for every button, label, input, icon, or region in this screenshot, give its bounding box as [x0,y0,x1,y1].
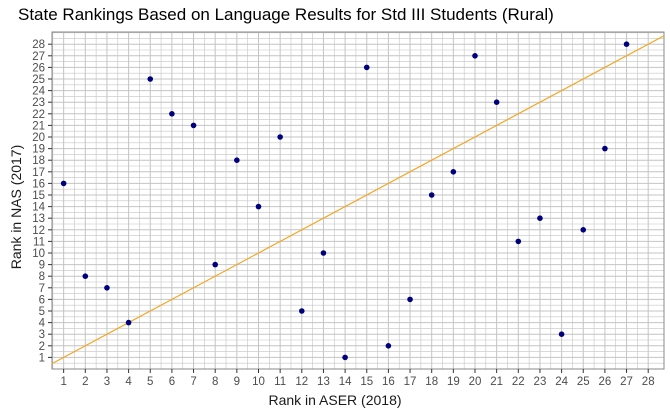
data-point [320,250,327,256]
x-tick-label: 8 [212,376,218,388]
y-tick-label: 7 [39,283,45,295]
x-tick-label: 6 [169,376,175,388]
y-tick-label: 19 [32,144,45,156]
y-tick-label: 21 [32,120,45,132]
x-tick-label: 7 [190,376,196,388]
x-tick-label: 22 [512,376,525,388]
data-point [60,180,67,187]
y-tick-label: 4 [39,318,46,330]
data-point [493,99,500,105]
x-tick-label: 28 [642,376,655,388]
y-tick-label: 22 [32,109,45,121]
y-tick-label: 2 [39,341,45,353]
chart-title: State Rankings Based on Language Results… [18,5,554,24]
grid-lines [52,32,664,370]
y-tick-label: 17 [32,167,45,179]
data-point [363,64,370,71]
x-tick-label: 12 [295,376,308,388]
y-tick-label: 18 [32,155,45,167]
x-tick-label: 3 [104,376,110,388]
data-point [255,203,262,210]
y-axis-ticks: 1234567891011121314151617181920212223242… [32,39,52,364]
x-tick-label: 10 [252,376,265,388]
y-tick-label: 24 [32,86,45,98]
data-point [299,308,305,314]
data-point [190,122,197,129]
y-tick-label: 14 [32,202,45,214]
data-point [602,145,608,152]
data-point [125,319,132,326]
data-point [385,343,392,349]
y-tick-label: 9 [39,260,45,272]
x-tick-label: 24 [555,376,568,388]
data-point [234,157,240,163]
x-tick-label: 27 [620,376,633,388]
x-tick-label: 11 [274,376,286,388]
data-point [515,238,522,245]
data-point [169,111,175,117]
data-point [472,53,478,59]
x-tick-label: 25 [577,376,590,388]
x-tick-label: 9 [234,376,240,388]
data-point [82,273,89,280]
x-tick-label: 18 [425,376,438,388]
y-tick-label: 10 [32,248,45,260]
x-tick-label: 23 [534,376,547,388]
x-tick-label: 14 [339,376,352,388]
y-tick-label: 27 [32,51,45,63]
data-point [212,261,218,268]
data-point [342,354,348,361]
y-tick-label: 1 [39,352,45,364]
y-tick-label: 16 [32,178,45,190]
x-tick-label: 4 [125,376,132,388]
y-tick-label: 11 [33,236,45,248]
y-tick-label: 25 [32,74,45,86]
data-point [450,169,457,175]
reference-line [51,35,665,365]
y-tick-label: 26 [32,62,45,74]
reference-line-group [51,35,665,365]
x-tick-label: 13 [317,376,330,388]
y-tick-label: 23 [32,97,45,109]
data-point [407,296,413,303]
y-tick-label: 13 [32,213,45,225]
y-tick-label: 8 [39,271,45,283]
data-point [428,192,435,198]
y-tick-label: 15 [32,190,45,202]
data-point [104,285,110,291]
data-point [277,134,283,140]
x-tick-label: 21 [490,376,503,388]
y-tick-label: 5 [39,306,45,318]
data-points [60,41,630,361]
y-axis-label: Rank in NAS (2017) [8,144,24,270]
y-tick-label: 28 [32,39,45,51]
x-tick-label: 26 [599,376,612,388]
data-point [558,331,565,338]
x-tick-label: 5 [147,376,153,388]
x-tick-label: 17 [404,376,417,388]
y-tick-label: 20 [32,132,45,144]
x-tick-label: 20 [469,376,482,388]
x-tick-label: 1 [60,376,66,388]
plot-border-rect [51,31,665,370]
x-tick-label: 16 [382,376,395,388]
y-tick-label: 12 [32,225,45,237]
y-tick-label: 6 [39,294,45,306]
plot-border [51,31,665,370]
data-point [580,227,587,233]
x-tick-label: 15 [360,376,373,388]
x-axis-ticks: 1 2 3 4 5 6 7 8 9 10 11 12 13 14 15 16 17 18 19 20 21 22 23 24 2… [60,369,655,388]
y-tick-label: 3 [39,329,45,341]
data-point [537,215,543,221]
x-axis-label: Rank in ASER (2018) [268,392,402,408]
x-tick-label: 2 [82,376,88,388]
data-point [147,76,154,82]
data-point [623,41,630,47]
x-tick-label: 19 [447,376,460,388]
